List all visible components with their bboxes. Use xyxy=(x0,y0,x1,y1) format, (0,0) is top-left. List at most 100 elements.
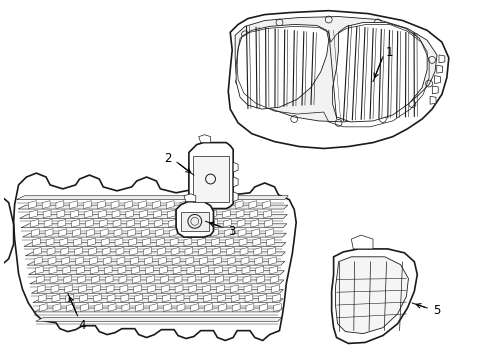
Polygon shape xyxy=(351,235,373,249)
Polygon shape xyxy=(112,210,120,218)
Polygon shape xyxy=(233,177,238,187)
Polygon shape xyxy=(52,294,60,302)
Polygon shape xyxy=(135,294,143,302)
Polygon shape xyxy=(244,285,252,293)
Polygon shape xyxy=(39,303,47,311)
Polygon shape xyxy=(146,266,153,274)
Polygon shape xyxy=(432,86,438,94)
Polygon shape xyxy=(231,294,239,302)
Polygon shape xyxy=(117,257,125,265)
Polygon shape xyxy=(184,194,196,202)
Polygon shape xyxy=(65,285,73,293)
Polygon shape xyxy=(25,252,285,256)
Polygon shape xyxy=(102,247,110,255)
Polygon shape xyxy=(228,11,449,148)
Polygon shape xyxy=(194,201,202,208)
Polygon shape xyxy=(439,55,445,63)
Polygon shape xyxy=(156,238,164,246)
Polygon shape xyxy=(49,266,57,274)
Polygon shape xyxy=(162,294,170,302)
Polygon shape xyxy=(130,247,138,255)
Polygon shape xyxy=(163,303,171,311)
Polygon shape xyxy=(31,229,39,237)
Polygon shape xyxy=(91,266,98,274)
Polygon shape xyxy=(74,238,81,246)
Polygon shape xyxy=(141,219,148,227)
Polygon shape xyxy=(0,185,14,269)
Polygon shape xyxy=(225,238,233,246)
Polygon shape xyxy=(172,257,180,265)
Polygon shape xyxy=(58,219,66,227)
Polygon shape xyxy=(122,303,130,311)
Polygon shape xyxy=(169,229,177,237)
Polygon shape xyxy=(24,243,286,247)
Polygon shape xyxy=(115,238,123,246)
Polygon shape xyxy=(131,257,139,265)
Polygon shape xyxy=(43,210,51,218)
Polygon shape xyxy=(204,294,212,302)
Polygon shape xyxy=(132,266,140,274)
Polygon shape xyxy=(245,294,253,302)
Polygon shape xyxy=(38,294,46,302)
Polygon shape xyxy=(154,219,162,227)
Polygon shape xyxy=(187,266,195,274)
Polygon shape xyxy=(45,229,53,237)
Polygon shape xyxy=(170,238,178,246)
Polygon shape xyxy=(36,318,282,321)
Polygon shape xyxy=(148,294,156,302)
Polygon shape xyxy=(83,201,92,208)
Polygon shape xyxy=(161,285,169,293)
Polygon shape xyxy=(213,247,220,255)
Polygon shape xyxy=(256,266,264,274)
Polygon shape xyxy=(176,294,184,302)
Polygon shape xyxy=(167,210,175,218)
Polygon shape xyxy=(193,156,229,202)
Polygon shape xyxy=(84,210,93,218)
Polygon shape xyxy=(103,257,111,265)
Polygon shape xyxy=(139,201,147,208)
Polygon shape xyxy=(149,303,157,311)
Polygon shape xyxy=(175,285,183,293)
Polygon shape xyxy=(236,210,244,218)
Polygon shape xyxy=(42,201,50,208)
Text: 4: 4 xyxy=(79,319,86,332)
Polygon shape xyxy=(180,201,188,208)
Polygon shape xyxy=(260,303,268,311)
Polygon shape xyxy=(29,210,37,218)
Polygon shape xyxy=(242,266,250,274)
Polygon shape xyxy=(196,219,204,227)
Polygon shape xyxy=(98,201,105,208)
Polygon shape xyxy=(168,219,176,227)
Polygon shape xyxy=(268,247,275,255)
Polygon shape xyxy=(147,285,155,293)
Polygon shape xyxy=(107,294,115,302)
Polygon shape xyxy=(28,201,36,208)
Polygon shape xyxy=(215,266,222,274)
Polygon shape xyxy=(27,261,285,265)
Polygon shape xyxy=(243,275,251,283)
Polygon shape xyxy=(253,238,261,246)
Polygon shape xyxy=(14,173,296,341)
Polygon shape xyxy=(99,219,107,227)
Polygon shape xyxy=(199,135,211,143)
Polygon shape xyxy=(28,271,284,275)
Polygon shape xyxy=(181,210,189,218)
Polygon shape xyxy=(336,257,409,334)
Polygon shape xyxy=(214,257,221,265)
Polygon shape xyxy=(241,257,249,265)
Polygon shape xyxy=(250,210,258,218)
Polygon shape xyxy=(60,238,68,246)
Polygon shape xyxy=(134,285,142,293)
Polygon shape xyxy=(18,205,288,209)
Polygon shape xyxy=(95,303,102,311)
Polygon shape xyxy=(186,257,194,265)
Polygon shape xyxy=(238,229,246,237)
Polygon shape xyxy=(114,229,122,237)
Polygon shape xyxy=(208,201,216,208)
Polygon shape xyxy=(173,266,181,274)
Polygon shape xyxy=(67,303,74,311)
Polygon shape xyxy=(143,238,150,246)
Polygon shape xyxy=(267,238,274,246)
Polygon shape xyxy=(199,247,207,255)
Polygon shape xyxy=(195,210,203,218)
